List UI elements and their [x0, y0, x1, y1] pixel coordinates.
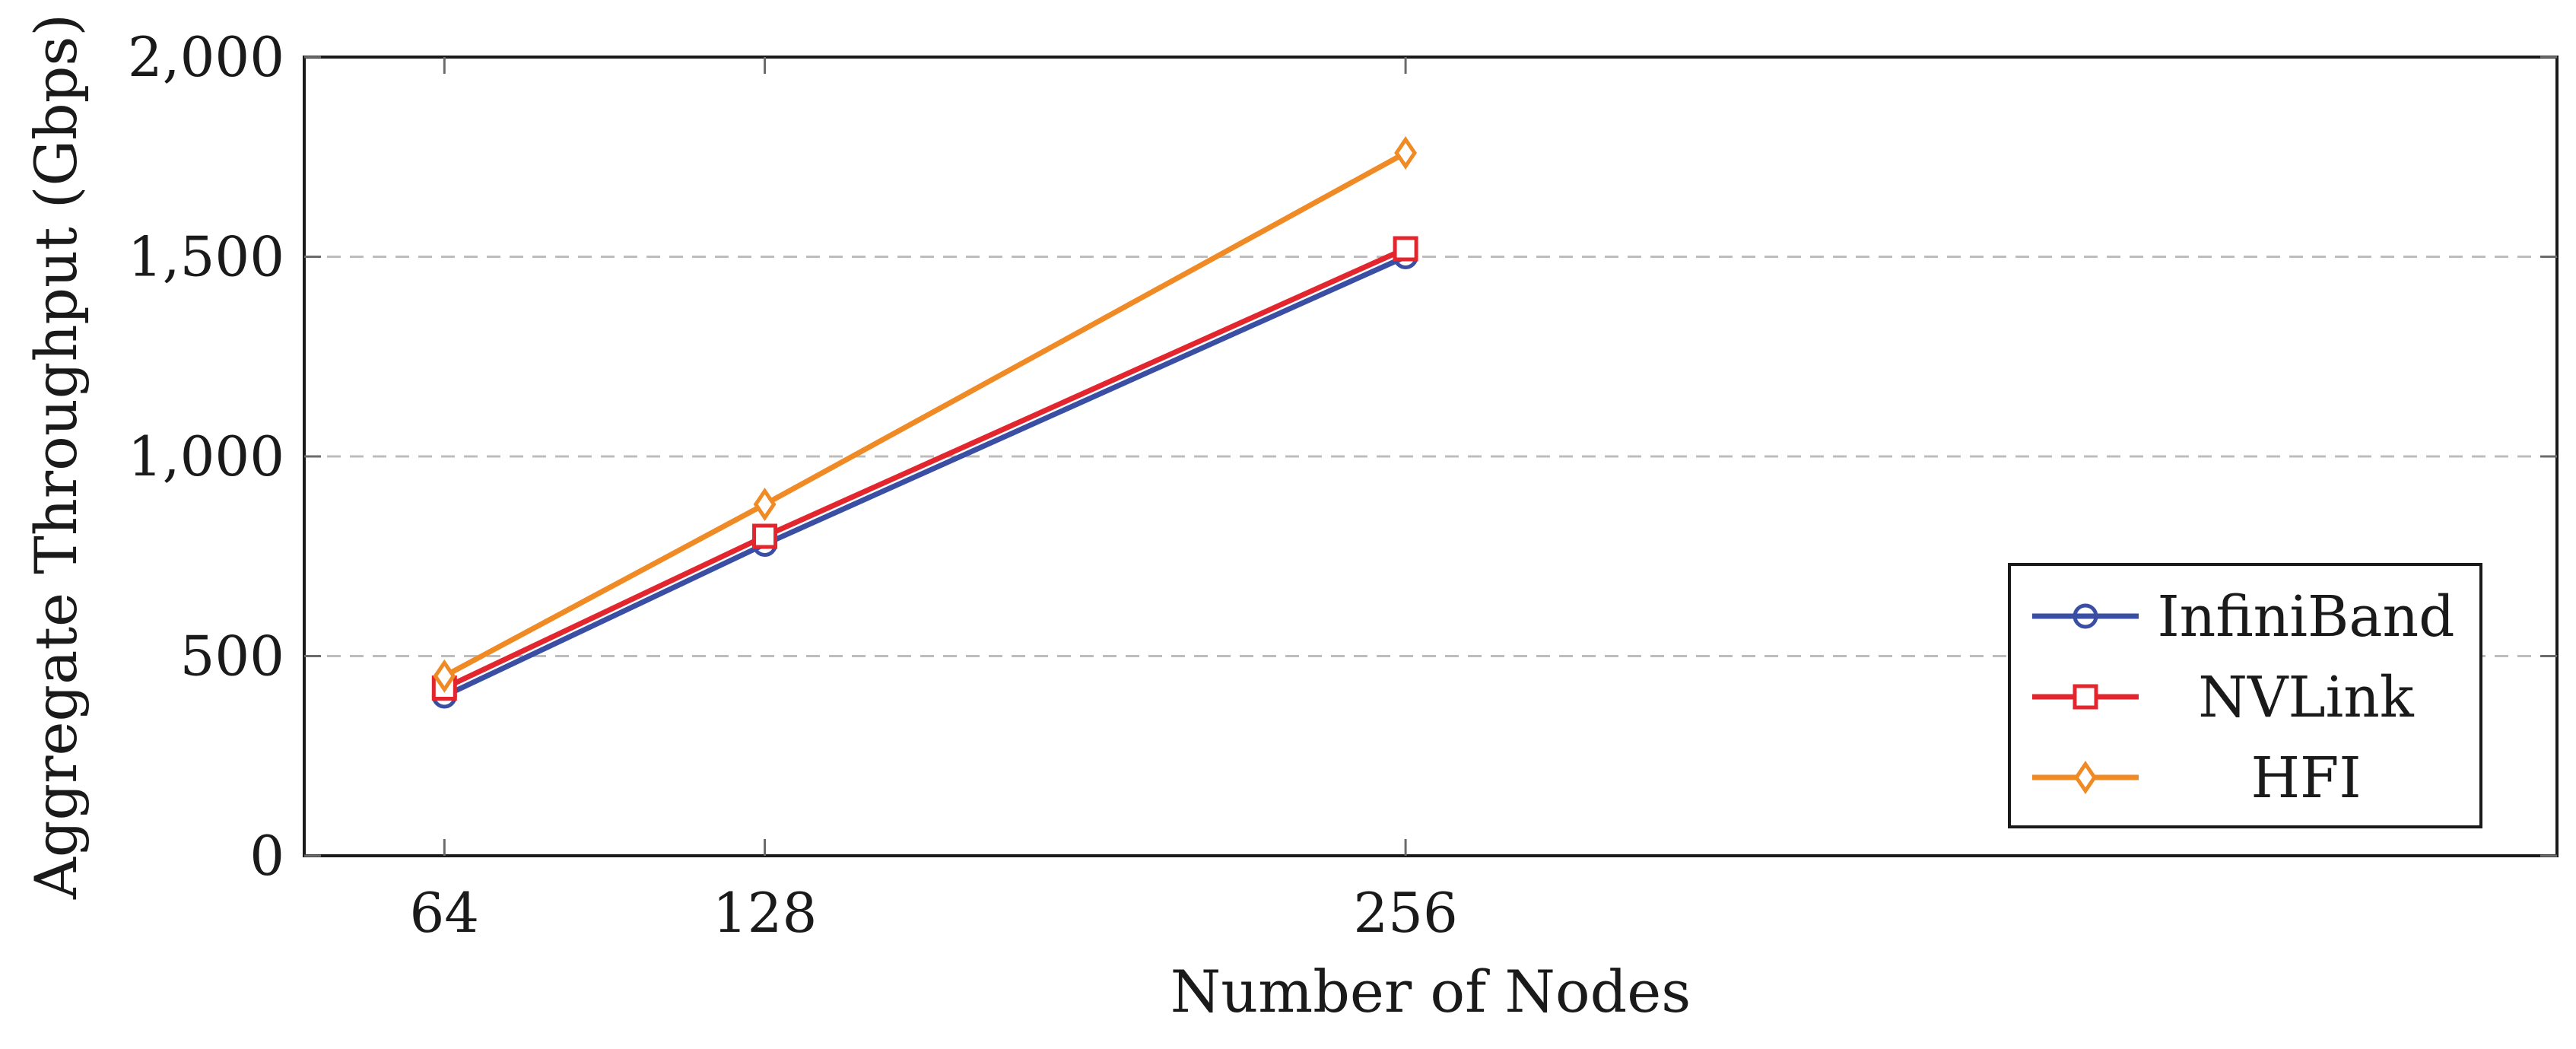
y-tick-label: 1,000 — [128, 424, 284, 488]
tick-layer: 0 500 1,000 1,500 2,000 64 128 256 — [128, 25, 2557, 945]
data-point-hfi — [433, 659, 456, 693]
y-tick-label: 500 — [180, 625, 284, 688]
data-point-nvlink — [752, 523, 778, 549]
series-hfi — [433, 136, 1418, 693]
x-tick-label: 128 — [713, 881, 817, 945]
legend-items: InfiniBand NVLink HFI — [2032, 584, 2455, 811]
legend: InfiniBand NVLink HFI — [2008, 563, 2482, 828]
legend-label-infiniband: InfiniBand — [2157, 584, 2454, 650]
y-tick-label: 1,500 — [128, 225, 284, 289]
legend-item-infiniband: InfiniBand — [2032, 584, 2455, 650]
legend-swatch-marker — [2073, 684, 2098, 710]
legend-swatch-marker — [2074, 761, 2097, 794]
series-layer — [431, 136, 1418, 709]
x-tick-label: 64 — [409, 881, 479, 945]
legend-label-nvlink: NVLink — [2198, 665, 2415, 730]
legend-item-hfi: HFI — [2032, 745, 2362, 811]
y-axis-label: Aggregate Throughput (Gbps) — [22, 14, 90, 900]
data-point-hfi — [753, 488, 777, 521]
x-axis-label: Number of Nodes — [1170, 958, 1691, 1025]
legend-swatch-marker — [2073, 603, 2098, 629]
y-tick-label: 0 — [249, 824, 284, 888]
x-tick-label: 256 — [1353, 881, 1457, 945]
legend-label-hfi: HFI — [2250, 745, 2361, 811]
legend-item-nvlink: NVLink — [2032, 665, 2415, 730]
y-tick-label: 2,000 — [128, 25, 284, 89]
data-point-nvlink — [1393, 236, 1418, 262]
data-point-hfi — [1394, 136, 1418, 170]
